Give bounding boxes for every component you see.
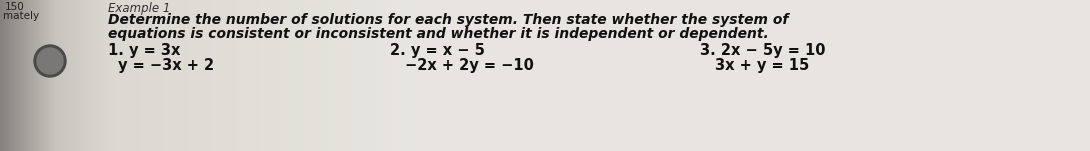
Text: 1. y = 3x: 1. y = 3x bbox=[108, 43, 180, 58]
Text: 3. 2x − 5y = 10: 3. 2x − 5y = 10 bbox=[700, 43, 825, 58]
Text: 2. y = x − 5: 2. y = x − 5 bbox=[390, 43, 485, 58]
Text: −2x + 2y = −10: −2x + 2y = −10 bbox=[405, 58, 534, 73]
Circle shape bbox=[37, 48, 63, 74]
Text: Determine the number of solutions for each system. Then state whether the system: Determine the number of solutions for ea… bbox=[108, 13, 788, 27]
Circle shape bbox=[34, 45, 66, 77]
Text: 3x + y = 15: 3x + y = 15 bbox=[715, 58, 809, 73]
Text: Example 1: Example 1 bbox=[108, 2, 170, 15]
Text: 150: 150 bbox=[5, 2, 25, 12]
Text: y = −3x + 2: y = −3x + 2 bbox=[118, 58, 214, 73]
Text: equations is consistent or inconsistent and whether it is independent or depende: equations is consistent or inconsistent … bbox=[108, 27, 768, 41]
Text: mately: mately bbox=[3, 11, 39, 21]
